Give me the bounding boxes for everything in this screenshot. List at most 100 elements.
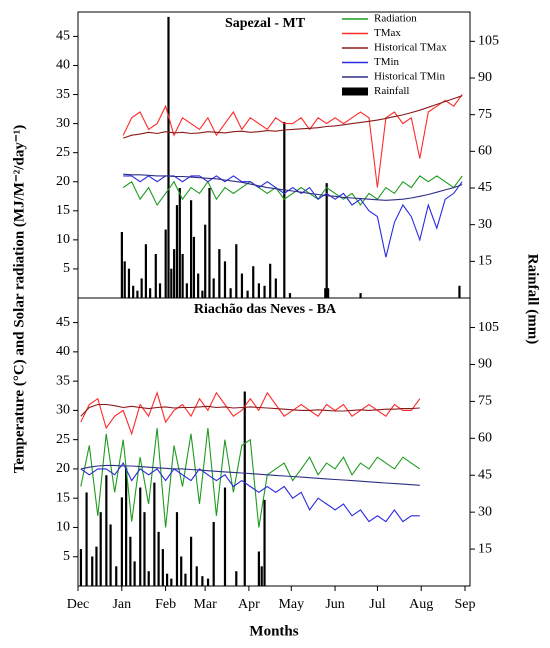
rain-bar xyxy=(206,578,210,586)
rain-bar xyxy=(218,249,221,298)
rain-bar xyxy=(184,573,187,586)
rain-bar xyxy=(123,261,126,298)
y-tick-label: 5 xyxy=(63,261,70,276)
y-tick-label: 30 xyxy=(56,116,70,131)
x-tick-label: Jan xyxy=(112,597,131,612)
rain-bar xyxy=(170,578,173,586)
rain-bar xyxy=(125,467,128,586)
rain-bar xyxy=(263,285,266,298)
rain-bar xyxy=(167,16,170,299)
rain-bar xyxy=(136,290,139,298)
rain-bar xyxy=(109,524,112,586)
rain-bar xyxy=(181,254,184,298)
rain-bar xyxy=(359,293,362,298)
rain-bar xyxy=(235,571,238,586)
legend-swatch xyxy=(342,87,368,96)
rain-bar xyxy=(132,285,135,298)
y2-tick-label: 15 xyxy=(478,541,492,556)
rain-bar xyxy=(324,288,327,298)
y-tick-label: 40 xyxy=(56,344,70,359)
rain-bar xyxy=(197,273,200,298)
y-axis-label: Temperature (°C) and Solar radiation (MJ… xyxy=(11,125,27,473)
rain-bar xyxy=(325,183,328,298)
rain-bar xyxy=(257,551,260,586)
y-tick-label: 30 xyxy=(56,403,70,418)
rain-bar xyxy=(208,188,211,298)
data-line xyxy=(122,175,463,207)
y-tick-label: 35 xyxy=(56,87,70,102)
rain-bar xyxy=(223,261,227,298)
rain-bar xyxy=(195,566,198,586)
rain-bar xyxy=(175,512,179,586)
y-tick-label: 15 xyxy=(56,490,70,505)
x-tick-label: Jun xyxy=(325,597,344,612)
y2-tick-label: 15 xyxy=(478,254,492,269)
y2-tick-label: 60 xyxy=(478,431,492,446)
y2-tick-label: 90 xyxy=(478,357,492,372)
y-tick-label: 20 xyxy=(56,461,70,476)
y2-tick-label: 60 xyxy=(478,144,492,159)
rain-bar xyxy=(173,249,176,298)
rain-bar xyxy=(133,561,136,586)
y2-tick-label: 30 xyxy=(478,217,492,232)
rain-bar xyxy=(204,224,207,298)
data-line xyxy=(122,94,463,188)
rain-bar xyxy=(189,200,193,298)
legend-label: TMax xyxy=(374,27,401,39)
y-tick-label: 25 xyxy=(56,432,70,447)
rain-bar xyxy=(326,288,330,298)
x-tick-label: Dec xyxy=(67,597,90,612)
rain-bar xyxy=(144,244,147,298)
y-tick-label: 10 xyxy=(56,520,70,535)
rain-bar xyxy=(274,278,277,298)
rain-bar xyxy=(157,531,160,586)
rain-bar xyxy=(79,549,83,586)
data-line xyxy=(80,462,420,523)
y2-tick-label: 75 xyxy=(478,107,492,122)
rain-bar xyxy=(120,232,123,298)
data-line xyxy=(123,175,463,258)
rain-bar xyxy=(263,499,266,586)
y2-tick-label: 105 xyxy=(478,34,499,49)
y2-tick-label: 90 xyxy=(478,70,492,85)
x-tick-label: Mar xyxy=(193,597,217,612)
data-line xyxy=(123,95,463,139)
rain-bar xyxy=(288,293,292,298)
y-tick-label: 45 xyxy=(56,29,70,44)
y2-tick-label: 45 xyxy=(478,180,492,195)
y-tick-label: 10 xyxy=(56,232,70,247)
rain-bar xyxy=(161,549,164,586)
y-tick-label: 25 xyxy=(56,145,70,160)
x-tick-label: Aug xyxy=(409,597,433,612)
rain-bar xyxy=(243,391,246,586)
rain-bar xyxy=(165,573,169,586)
plot-frame xyxy=(77,11,471,587)
panel-title: Riachão das Neves - BA xyxy=(194,302,337,317)
rain-bar xyxy=(212,278,215,298)
rain-bar xyxy=(212,522,215,586)
x-tick-label: Feb xyxy=(155,597,176,612)
y-tick-label: 40 xyxy=(56,58,70,73)
data-line xyxy=(123,173,463,201)
rain-bar xyxy=(105,475,108,586)
rain-bar xyxy=(129,536,132,586)
y-tick-label: 20 xyxy=(56,174,70,189)
rain-bar xyxy=(246,290,249,298)
rain-bar xyxy=(189,536,193,586)
rain-bar xyxy=(192,236,196,298)
y2-tick-label: 45 xyxy=(478,467,492,482)
rain-bar xyxy=(252,266,255,298)
y-tick-label: 15 xyxy=(56,203,70,218)
rain-bar xyxy=(240,273,244,298)
rain-bar xyxy=(147,571,150,586)
rain-bar xyxy=(85,492,88,586)
rain-bar xyxy=(153,482,156,586)
rain-bar xyxy=(158,283,162,298)
data-line xyxy=(80,464,420,486)
rain-bar xyxy=(458,285,461,298)
y2-tick-label: 75 xyxy=(478,394,492,409)
legend-label: TMin xyxy=(374,56,400,68)
rain-bar xyxy=(164,229,167,298)
rain-bar xyxy=(223,487,227,586)
rain-bar xyxy=(140,278,143,298)
